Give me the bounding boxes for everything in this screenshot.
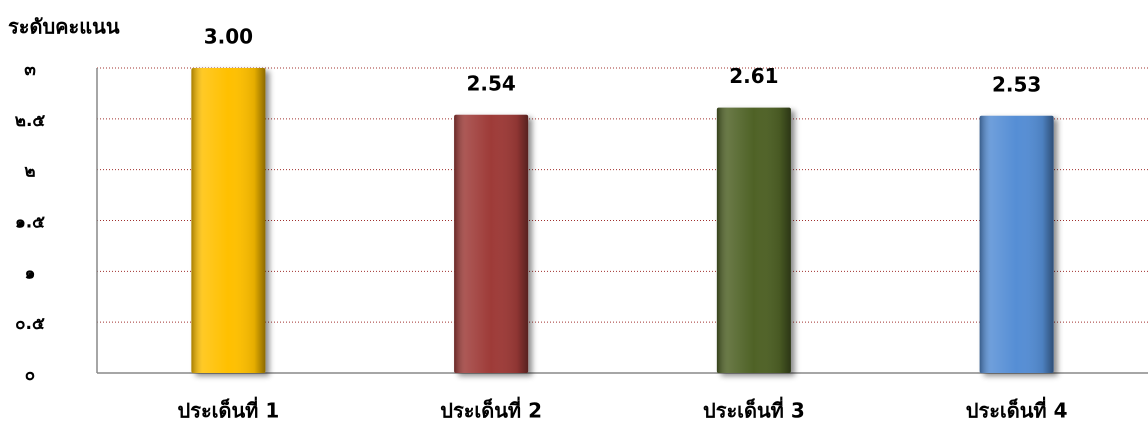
y-tick-label: ๐	[25, 365, 35, 385]
x-tick-label: ประเด็นที่ 4	[966, 396, 1068, 423]
value-label: 2.53	[992, 72, 1041, 96]
y-tick-label: ๑	[25, 263, 36, 283]
value-label: 3.00	[204, 25, 253, 49]
bar-shine	[454, 114, 529, 374]
bar-shine	[716, 107, 791, 374]
bar-shine	[191, 68, 266, 373]
y-tick-label: ๒	[24, 162, 35, 182]
value-label: 2.61	[729, 64, 778, 88]
y-tick-label: ๑.๕	[15, 213, 45, 233]
y-tick-label: ๐.๕	[15, 314, 45, 334]
x-tick-label: ประเด็นที่ 3	[703, 396, 805, 423]
x-tick-label: ประเด็นที่ 2	[440, 396, 542, 423]
value-label: 2.54	[466, 71, 515, 95]
y-axis-title: ระดับคะแนน	[8, 15, 120, 39]
y-tick-label: ๓	[24, 60, 36, 80]
y-tick-label: ๒.๕	[15, 111, 46, 131]
x-tick-label: ประเด็นที่ 1	[178, 396, 280, 423]
bar-shine	[979, 115, 1054, 374]
